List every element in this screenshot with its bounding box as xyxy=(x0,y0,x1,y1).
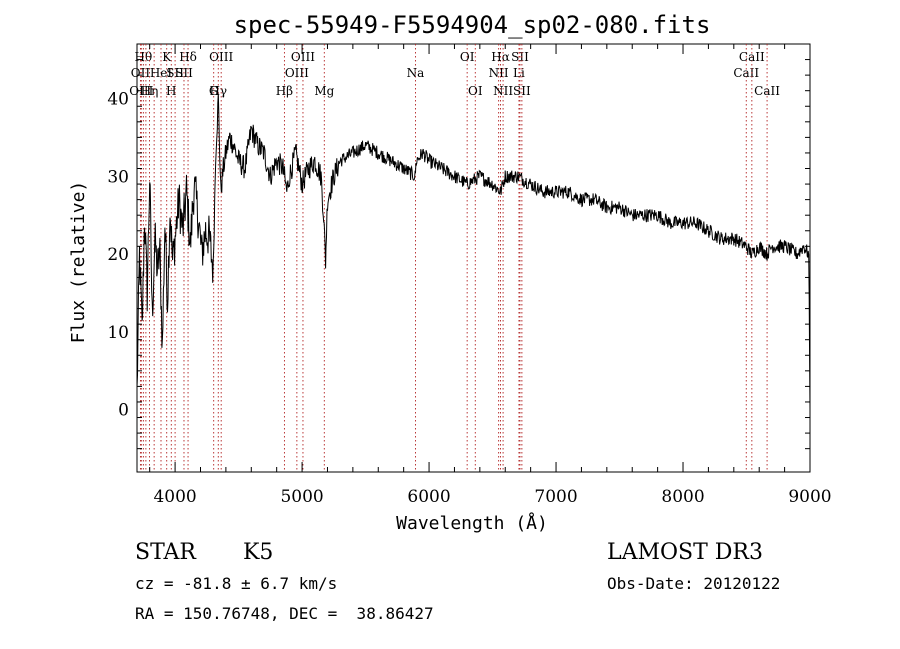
line-label: K xyxy=(162,50,172,64)
x-tick-label: 7000 xyxy=(534,487,577,507)
x-tick-label: 4000 xyxy=(153,487,196,507)
line-label: OIII xyxy=(285,66,309,80)
flux-series xyxy=(136,93,811,410)
y-tick-label: 20 xyxy=(107,245,129,265)
line-label: Na xyxy=(407,66,425,80)
redshift-velocity: cz = -81.8 ± 6.7 km/s xyxy=(135,574,338,593)
line-label: NII xyxy=(493,84,513,98)
ra-dec-coordinates: RA = 150.76748, DEC = 38.86427 xyxy=(135,604,434,623)
spectral-line-markers: HθOIIOIIIHηHeIKHSIIHδSIIGHγOIIIHβOIIIOII… xyxy=(129,44,780,472)
line-label: SII xyxy=(175,66,193,80)
y-tick-label: 0 xyxy=(118,401,129,421)
x-tick-label: 8000 xyxy=(661,487,704,507)
line-label: SII xyxy=(513,84,531,98)
line-label: NII xyxy=(489,66,509,80)
x-tick-label: 9000 xyxy=(788,487,831,507)
line-label: OIII xyxy=(291,50,315,64)
y-tick-label: 30 xyxy=(107,167,129,187)
y-tick-label: 10 xyxy=(107,323,129,343)
line-label: Hβ xyxy=(276,84,293,98)
line-label: Li xyxy=(513,66,525,80)
line-label: CaII xyxy=(754,84,780,98)
survey-name: LAMOST DR3 xyxy=(607,540,763,565)
line-label: OIII xyxy=(209,50,233,64)
observation-date: Obs-Date: 20120122 xyxy=(607,574,781,593)
plot-frame xyxy=(136,43,811,473)
plot-border xyxy=(136,43,811,473)
line-label: CaII xyxy=(739,50,765,64)
x-axis-ticks: 4000 5000 6000 7000 8000 9000 xyxy=(149,44,832,507)
line-label: OII xyxy=(131,66,151,80)
line-label: Hγ xyxy=(209,84,227,98)
x-tick-label: 6000 xyxy=(407,487,450,507)
line-label: OI xyxy=(460,50,475,64)
y-tick-label: 40 xyxy=(107,89,129,109)
object-subclass: K5 xyxy=(243,540,274,565)
x-axis-label: Wavelength (Å) xyxy=(396,512,548,534)
object-class: STAR xyxy=(135,540,196,565)
line-label: Mg xyxy=(314,84,334,98)
line-label: CaII xyxy=(733,66,759,80)
line-label: Hη xyxy=(141,84,159,98)
line-label: SII xyxy=(166,66,184,80)
line-label: Hα xyxy=(491,50,510,64)
y-axis-ticks: 0 10 20 30 40 xyxy=(107,59,810,450)
line-label: Hδ xyxy=(179,50,197,64)
line-label: Hθ xyxy=(134,50,152,64)
line-label: SII xyxy=(511,50,529,64)
flux-line xyxy=(136,93,811,410)
line-label: OI xyxy=(468,84,483,98)
chart-title: spec-55949-F5594904_sp02-080.fits xyxy=(234,11,711,39)
line-label: G xyxy=(209,84,219,98)
y-axis-label: Flux (relative) xyxy=(68,181,89,344)
line-label: H xyxy=(166,84,176,98)
x-tick-label: 5000 xyxy=(280,487,323,507)
